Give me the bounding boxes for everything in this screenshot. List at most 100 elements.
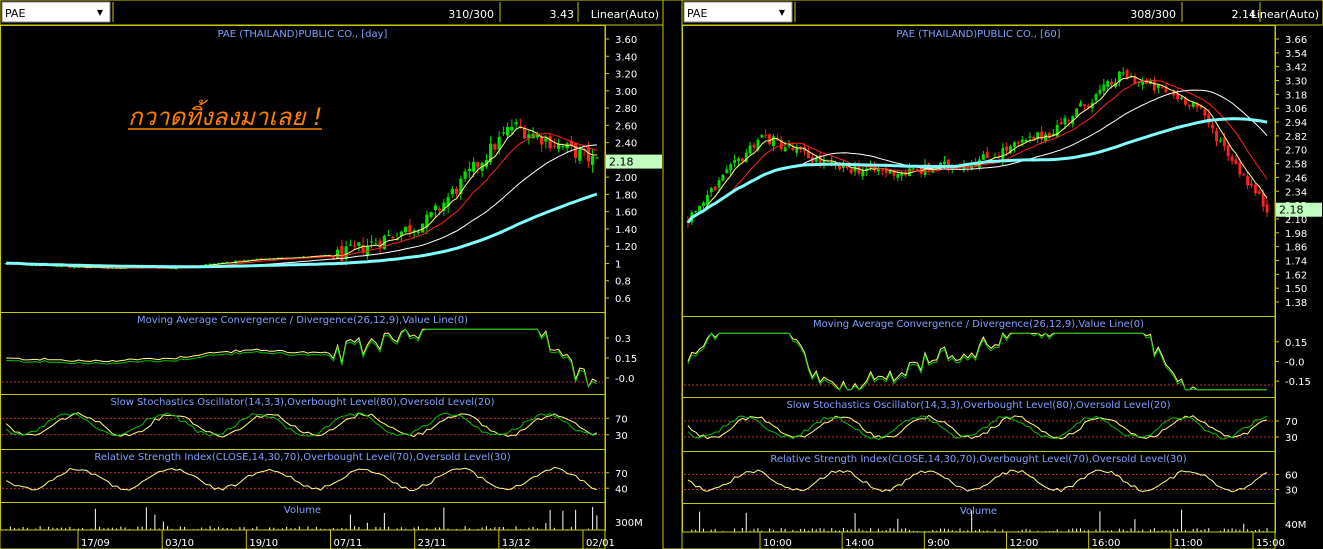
candle-body	[370, 241, 374, 243]
price-tick-label: 3.54	[1285, 49, 1307, 60]
price-tick-label: 1.38	[1285, 298, 1307, 309]
volume-tick-label: 300M	[615, 518, 643, 529]
scale-mode: Linear(Auto)	[591, 8, 659, 21]
price-tick-label: 2.80	[615, 104, 637, 115]
candle-body	[845, 164, 849, 169]
price-tick-label: 2.82	[1285, 132, 1307, 143]
stoch-line	[5, 412, 598, 438]
time-tick-label: 02/01	[586, 538, 615, 549]
candle-body	[357, 242, 361, 247]
price-tick-label: 3.18	[1285, 90, 1307, 101]
moving-average-line	[687, 75, 1268, 223]
volume-tick-label: 40M	[1285, 520, 1306, 531]
candle-body	[459, 178, 463, 194]
stoch-tick-label: 30	[1285, 433, 1298, 444]
macd-line	[687, 332, 1268, 391]
stoch-title: Slow Stochastics Oscillator(14,3,3),Over…	[110, 397, 494, 408]
rsi-tick-label: 40	[615, 484, 628, 495]
stoch-tick-label: 30	[615, 431, 628, 442]
candle-body	[518, 125, 522, 128]
price-tick-label: 1.80	[615, 190, 637, 201]
price-tick-label: 1.50	[1285, 284, 1307, 295]
candle-body	[1226, 145, 1230, 157]
volume-title: Volume	[284, 505, 321, 516]
candle-body	[1121, 72, 1125, 74]
candle-body	[884, 167, 888, 173]
candle-body	[896, 174, 900, 178]
time-tick-label: 14:00	[845, 538, 874, 549]
candle-body	[450, 188, 454, 195]
price-tick-label: 2.58	[1285, 160, 1307, 171]
candle-body	[1141, 81, 1145, 85]
candle-body	[705, 195, 709, 205]
candle-body	[442, 202, 446, 211]
candle-body	[1164, 86, 1168, 93]
candle-body	[1106, 81, 1110, 87]
moving-average-line	[6, 192, 598, 269]
candle-body	[527, 134, 531, 139]
candle-body	[595, 157, 599, 159]
rsi-tick-label: 30	[1285, 486, 1298, 497]
candle-body	[72, 267, 76, 269]
price-tick-label: 3.30	[1285, 77, 1307, 88]
time-tick-label: 13/12	[502, 538, 531, 549]
candle-body	[698, 205, 702, 212]
candle-body	[387, 235, 391, 237]
price-tick-label: 1.98	[1285, 229, 1307, 240]
price-tick-label: 0.8	[615, 277, 631, 288]
candle-body	[1020, 139, 1024, 143]
time-tick-label: 23/11	[418, 538, 447, 549]
candle-body	[302, 256, 306, 258]
candle-body	[1094, 93, 1098, 101]
candle-body	[1183, 97, 1187, 105]
price-tick-label: 2.46	[1285, 173, 1307, 184]
candle-body	[775, 138, 779, 141]
candle-body	[514, 122, 518, 125]
candle-body	[255, 258, 259, 260]
candle-body	[822, 160, 826, 165]
moving-average-line	[6, 132, 598, 269]
price-pane-frame	[0, 25, 606, 313]
candle-body	[1265, 204, 1269, 213]
price-tick-label: 3.60	[615, 35, 637, 46]
price-tick-label: 1.86	[1285, 243, 1307, 254]
price-tick-label: 2.94	[1285, 118, 1307, 129]
price-tick-label: 1.60	[615, 208, 637, 219]
candle-body	[1160, 87, 1164, 89]
candle-body	[764, 135, 768, 137]
candle-body	[946, 159, 950, 169]
candle-body	[1187, 104, 1191, 107]
candle-body	[493, 144, 497, 150]
candle-body	[1075, 108, 1079, 118]
candle-body	[1156, 84, 1160, 89]
candle-body	[408, 225, 412, 233]
candle-body	[238, 260, 242, 262]
candle-body	[1238, 162, 1242, 175]
price-tick-label: 3.00	[615, 87, 637, 98]
candle-body	[1036, 132, 1040, 139]
candle-body	[361, 245, 365, 253]
price-tick-label: 2.00	[615, 173, 637, 184]
candle-body	[709, 188, 713, 193]
candle-body	[748, 145, 752, 154]
candle-body	[1082, 104, 1086, 106]
candle-body	[997, 155, 1001, 157]
time-tick-label: 10:00	[763, 538, 792, 549]
stoch-tick-label: 70	[615, 414, 628, 425]
candle-body	[259, 258, 263, 260]
panel-separator[interactable]	[662, 0, 683, 549]
price-tick-label: 1	[615, 259, 621, 270]
candle-body	[1152, 79, 1156, 91]
bars-count: 310/300	[448, 8, 494, 21]
candle-body	[1222, 137, 1226, 147]
candle-body	[1253, 184, 1257, 194]
time-tick-label: 12:00	[1010, 538, 1039, 549]
candle-body	[795, 148, 799, 153]
candle-body	[463, 171, 467, 179]
candle-body	[544, 138, 548, 142]
candle-body	[336, 249, 340, 259]
candle-body	[59, 265, 63, 267]
candle-body	[331, 257, 335, 259]
time-axis	[0, 529, 606, 549]
time-tick-label: 15:00	[1256, 538, 1285, 549]
